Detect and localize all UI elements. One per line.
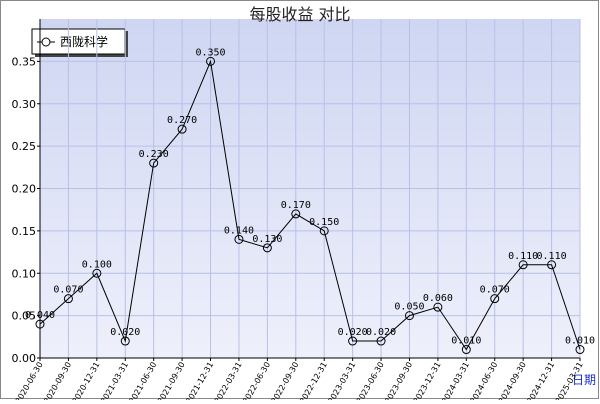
point [92, 268, 102, 278]
value-label: 0.070 [480, 285, 510, 296]
y-tick-label: 0.05 [12, 310, 37, 323]
value-label: 0.100 [82, 259, 112, 270]
point [177, 124, 187, 134]
value-label: 0.230 [139, 149, 169, 160]
legend-label: 西陇科学 [60, 34, 108, 49]
legend: 西陇科学 [31, 28, 128, 57]
value-label: 0.020 [110, 327, 140, 338]
value-label: 0.020 [338, 327, 368, 338]
y-tick-label: 0.15 [12, 225, 37, 238]
point [433, 302, 443, 312]
value-label: 0.010 [565, 336, 595, 347]
series-line [39, 59, 581, 351]
point [291, 209, 301, 219]
y-tick-label: 0.35 [12, 55, 37, 68]
y-tick-label: 0.20 [12, 183, 37, 196]
y-tick-label: 0.25 [12, 140, 37, 153]
y-tick-label: 0.00 [12, 352, 37, 365]
value-label: 0.110 [508, 251, 538, 262]
point [120, 336, 130, 346]
value-label: 0.020 [366, 327, 396, 338]
value-label: 0.040 [25, 310, 55, 321]
point [490, 294, 500, 304]
point [149, 158, 159, 168]
value-label: 0.140 [224, 225, 254, 236]
value-label: 0.110 [537, 251, 567, 262]
value-label: 0.130 [252, 234, 282, 245]
legend-marker [41, 37, 51, 47]
point [575, 345, 585, 355]
point [376, 336, 386, 346]
point [319, 226, 329, 236]
point [262, 243, 272, 253]
value-label: 0.010 [451, 336, 481, 347]
point [63, 294, 73, 304]
y-tick-label: 0.10 [12, 267, 37, 280]
y-tick-label: 0.30 [12, 98, 37, 111]
value-label: 0.060 [423, 293, 453, 304]
x-axis-label: 日期 [572, 373, 596, 387]
value-label: 0.070 [53, 285, 83, 296]
point [547, 260, 557, 270]
value-label: 0.150 [309, 217, 339, 228]
value-label: 0.350 [195, 47, 225, 58]
point [35, 319, 45, 329]
point [206, 56, 216, 66]
value-label: 0.270 [167, 115, 197, 126]
point [234, 234, 244, 244]
value-label: 0.050 [394, 302, 424, 313]
point [348, 336, 358, 346]
chart-title: 每股收益 对比 [249, 5, 350, 24]
point [404, 311, 414, 321]
value-label: 0.170 [281, 200, 311, 211]
point [518, 260, 528, 270]
point [461, 345, 471, 355]
